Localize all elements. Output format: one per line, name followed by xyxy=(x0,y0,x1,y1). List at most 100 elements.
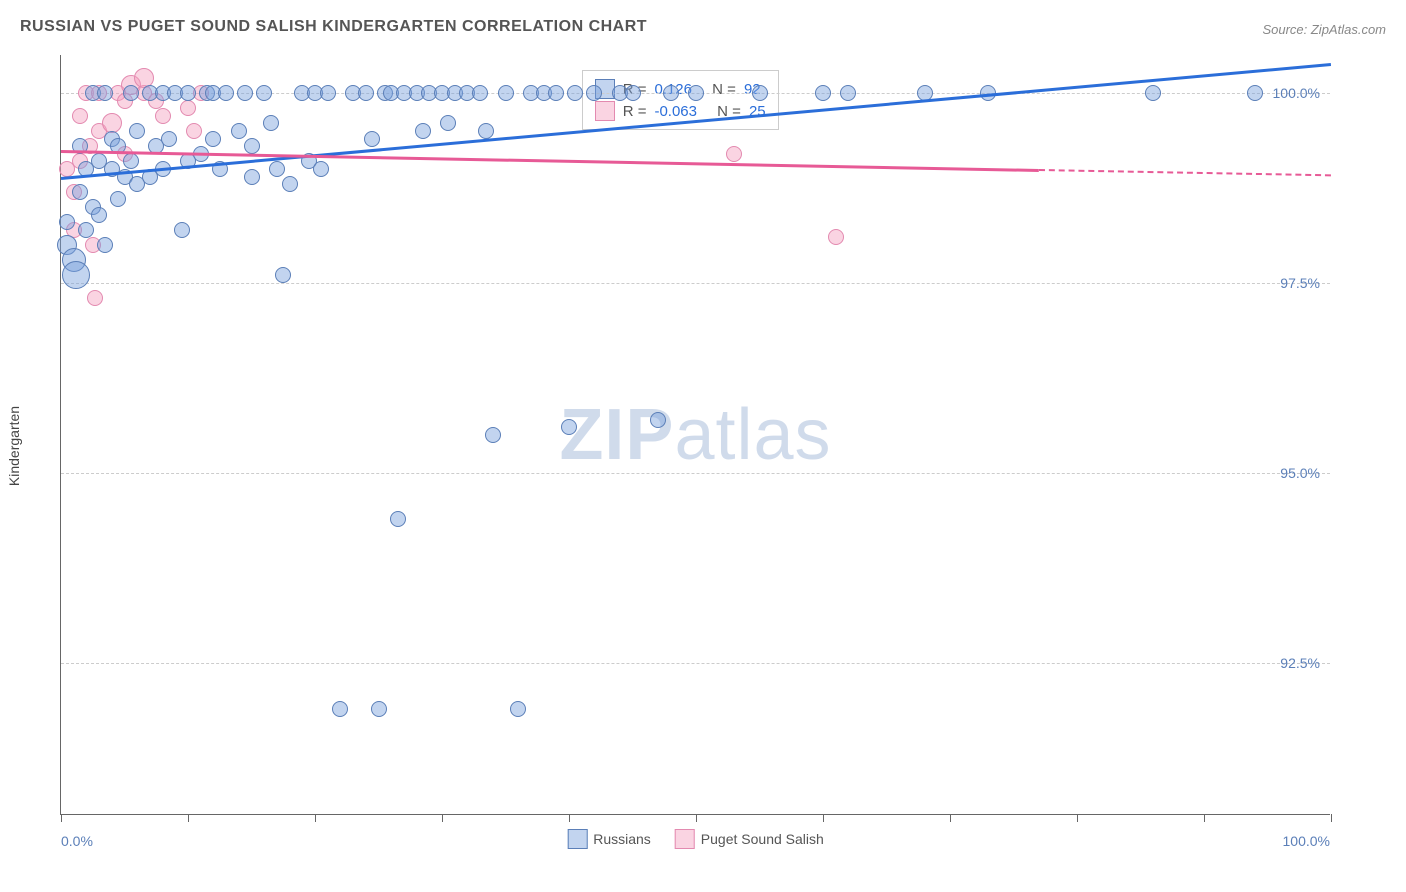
x-tick xyxy=(1077,814,1078,822)
y-tick-label: 97.5% xyxy=(1280,275,1320,291)
data-point-russians xyxy=(567,85,583,101)
data-point-salish xyxy=(72,108,88,124)
data-point-russians xyxy=(548,85,564,101)
legend-swatch-russians xyxy=(567,829,587,849)
data-point-russians xyxy=(313,161,329,177)
x-tick xyxy=(61,814,62,822)
x-tick xyxy=(950,814,951,822)
watermark-bold: ZIP xyxy=(559,395,674,475)
grid-line xyxy=(61,663,1330,664)
data-point-russians xyxy=(62,261,90,289)
data-point-salish xyxy=(726,146,742,162)
data-point-russians xyxy=(371,701,387,717)
data-point-russians xyxy=(320,85,336,101)
x-tick xyxy=(1331,814,1332,822)
data-point-russians xyxy=(815,85,831,101)
data-point-salish xyxy=(155,108,171,124)
r-value-b: -0.063 xyxy=(654,103,697,120)
data-point-russians xyxy=(91,207,107,223)
r-label-b: R = xyxy=(623,103,647,120)
data-point-russians xyxy=(123,153,139,169)
infobox-swatch-salish xyxy=(595,101,615,121)
x-tick xyxy=(188,814,189,822)
grid-line xyxy=(61,283,1330,284)
chart-container: RUSSIAN VS PUGET SOUND SALISH KINDERGART… xyxy=(0,0,1406,892)
legend-item-salish: Puget Sound Salish xyxy=(675,829,824,849)
data-point-russians xyxy=(650,412,666,428)
x-tick xyxy=(1204,814,1205,822)
y-tick-label: 100.0% xyxy=(1273,85,1320,101)
data-point-russians xyxy=(478,123,494,139)
y-tick-label: 92.5% xyxy=(1280,655,1320,671)
legend-item-russians: Russians xyxy=(567,829,651,849)
x-tick xyxy=(569,814,570,822)
grid-line xyxy=(61,473,1330,474)
legend-swatch-salish xyxy=(675,829,695,849)
data-point-russians xyxy=(364,131,380,147)
data-point-russians xyxy=(1145,85,1161,101)
x-tick xyxy=(696,814,697,822)
data-point-russians xyxy=(78,222,94,238)
data-point-russians xyxy=(244,138,260,154)
data-point-russians xyxy=(123,85,139,101)
data-point-russians xyxy=(282,176,298,192)
data-point-russians xyxy=(561,419,577,435)
watermark-light: atlas xyxy=(674,395,831,475)
trendline-dashed xyxy=(1039,169,1331,176)
source-attribution: Source: ZipAtlas.com xyxy=(1262,22,1386,37)
data-point-russians xyxy=(498,85,514,101)
watermark: ZIPatlas xyxy=(559,394,831,476)
x-tick xyxy=(315,814,316,822)
data-point-russians xyxy=(510,701,526,717)
data-point-russians xyxy=(390,511,406,527)
data-point-russians xyxy=(440,115,456,131)
data-point-russians xyxy=(97,237,113,253)
data-point-russians xyxy=(256,85,272,101)
legend-label-salish: Puget Sound Salish xyxy=(701,831,824,847)
data-point-salish xyxy=(87,290,103,306)
data-point-russians xyxy=(237,85,253,101)
data-point-russians xyxy=(415,123,431,139)
data-point-russians xyxy=(180,85,196,101)
data-point-russians xyxy=(269,161,285,177)
data-point-russians xyxy=(332,701,348,717)
legend: Russians Puget Sound Salish xyxy=(567,829,824,849)
x-axis-left-label: 0.0% xyxy=(61,833,93,849)
y-tick-label: 95.0% xyxy=(1280,465,1320,481)
x-tick xyxy=(442,814,443,822)
data-point-russians xyxy=(358,85,374,101)
legend-label-russians: Russians xyxy=(593,831,651,847)
x-tick xyxy=(823,814,824,822)
data-point-russians xyxy=(205,131,221,147)
data-point-russians xyxy=(663,85,679,101)
data-point-salish xyxy=(186,123,202,139)
data-point-russians xyxy=(586,85,602,101)
x-axis-right-label: 100.0% xyxy=(1283,833,1330,849)
data-point-russians xyxy=(161,131,177,147)
data-point-russians xyxy=(688,85,704,101)
data-point-russians xyxy=(97,85,113,101)
data-point-russians xyxy=(110,191,126,207)
plot-area: ZIPatlas 0.0% 100.0% Russians Puget Soun… xyxy=(60,55,1330,815)
data-point-russians xyxy=(263,115,279,131)
data-point-russians xyxy=(472,85,488,101)
data-point-russians xyxy=(72,184,88,200)
trendline xyxy=(61,150,1039,171)
data-point-russians xyxy=(275,267,291,283)
data-point-russians xyxy=(218,85,234,101)
data-point-russians xyxy=(485,427,501,443)
data-point-russians xyxy=(840,85,856,101)
data-point-russians xyxy=(625,85,641,101)
chart-title: RUSSIAN VS PUGET SOUND SALISH KINDERGART… xyxy=(20,18,647,36)
n-label-a: N = xyxy=(712,81,736,98)
data-point-russians xyxy=(244,169,260,185)
data-point-russians xyxy=(752,85,768,101)
data-point-russians xyxy=(1247,85,1263,101)
y-axis-label: Kindergarten xyxy=(6,406,22,486)
data-point-salish xyxy=(828,229,844,245)
data-point-salish xyxy=(180,100,196,116)
data-point-russians xyxy=(59,214,75,230)
data-point-russians xyxy=(174,222,190,238)
data-point-russians xyxy=(231,123,247,139)
data-point-russians xyxy=(129,123,145,139)
